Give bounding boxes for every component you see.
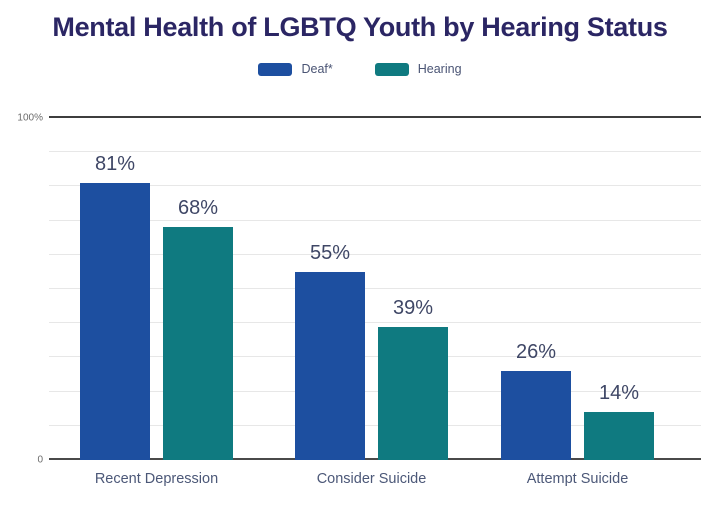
y-axis-tick-0: 0 xyxy=(37,454,43,466)
bar-group-attempt-suicide: 26% 14% Attempt Suicide xyxy=(501,118,654,487)
bar-value-deaf-attempt-suicide: 26% xyxy=(515,341,557,364)
gridline-30 xyxy=(49,356,701,358)
gridline-70 xyxy=(49,219,701,221)
legend-label-deaf: Deaf* xyxy=(301,62,333,76)
legend-item-deaf: Deaf* xyxy=(258,62,333,76)
legend: Deaf* Hearing xyxy=(0,62,720,76)
category-label-consider-suicide: Consider Suicide xyxy=(316,471,427,487)
bar-value-deaf-recent-depression: 81% xyxy=(94,152,136,175)
legend-item-hearing: Hearing xyxy=(374,62,462,76)
bar-group-consider-suicide: 55% 39% Consider Suicide xyxy=(295,118,448,487)
gridline-100 xyxy=(49,116,701,118)
legend-swatch-deaf xyxy=(258,62,293,76)
gridline-60 xyxy=(49,253,701,255)
bar-deaf-attempt-suicide xyxy=(501,371,571,460)
category-label-recent-depression: Recent Depression xyxy=(94,471,219,487)
gridline-10 xyxy=(49,424,701,426)
bar-hearing-attempt-suicide xyxy=(584,412,654,460)
bar-hearing-consider-suicide xyxy=(378,326,448,460)
bar-hearing-recent-depression xyxy=(163,227,233,460)
bar-deaf-consider-suicide xyxy=(295,271,365,460)
y-axis-tick-100: 100% xyxy=(17,112,43,124)
bar-value-hearing-recent-depression: 68% xyxy=(177,197,219,220)
gridline-40 xyxy=(49,322,701,324)
chart-title: Mental Health of LGBTQ Youth by Hearing … xyxy=(52,12,668,42)
gridline-90 xyxy=(49,151,701,153)
bar-value-hearing-consider-suicide: 39% xyxy=(392,296,434,319)
legend-swatch-hearing xyxy=(374,62,409,76)
bar-value-deaf-consider-suicide: 55% xyxy=(309,241,351,264)
category-label-attempt-suicide: Attempt Suicide xyxy=(526,471,629,487)
bar-value-hearing-attempt-suicide: 14% xyxy=(598,382,640,405)
gridline-80 xyxy=(49,185,701,187)
gridline-20 xyxy=(49,390,701,392)
bar-deaf-recent-depression xyxy=(80,182,150,460)
bar-group-recent-depression: 81% 68% Recent Depression xyxy=(80,118,233,487)
gridline-50 xyxy=(49,288,701,289)
plot-area: 100% 0 81% 68% Recent Depression 55% 39% Cons… xyxy=(17,113,701,487)
gridline-0 xyxy=(49,458,701,460)
legend-label-hearing: Hearing xyxy=(417,62,462,76)
